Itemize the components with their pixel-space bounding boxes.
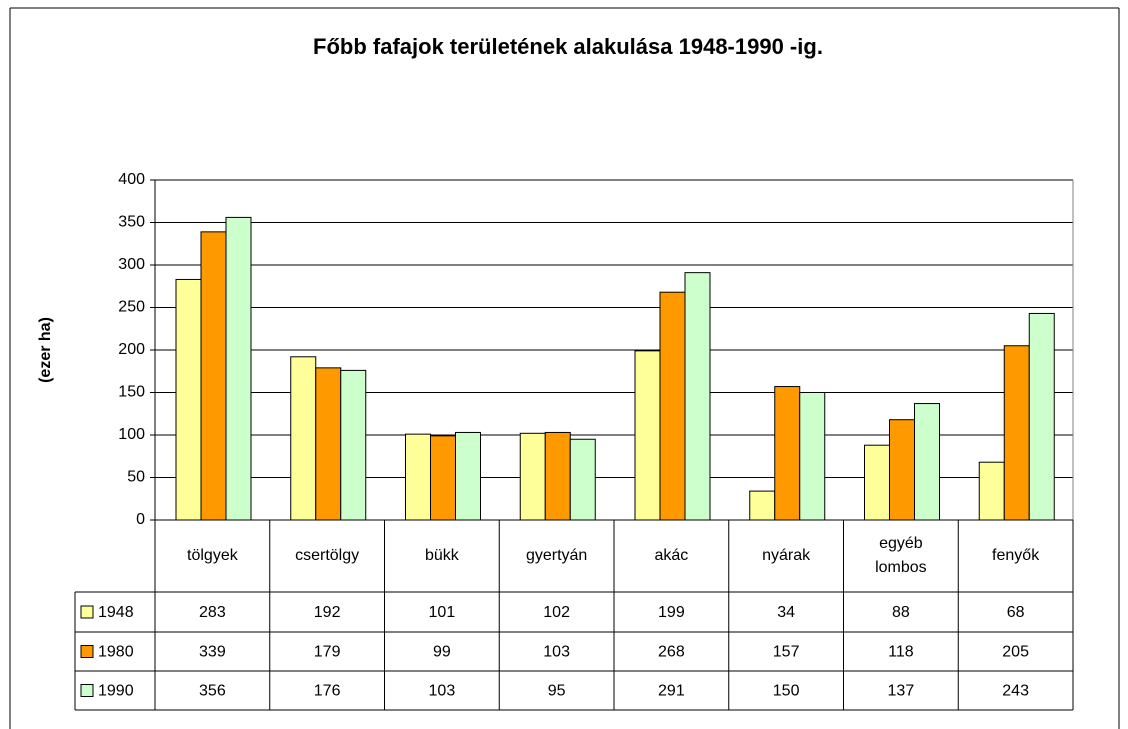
- table-value: 268: [658, 644, 685, 661]
- bar: [749, 490, 776, 521]
- y-tick-label: 0: [136, 511, 145, 528]
- y-tick-label: 250: [118, 299, 145, 316]
- legend-key: [80, 684, 94, 697]
- y-tick-label: 50: [127, 469, 145, 486]
- x-tick-label: egyéb lombos: [844, 520, 959, 592]
- table-value: 291: [658, 683, 685, 700]
- table-value: 103: [543, 644, 570, 661]
- x-tick-label: csertölgy: [270, 520, 385, 592]
- bar: [430, 435, 456, 521]
- category-cell: gyertyán: [499, 520, 614, 592]
- table-value: 150: [773, 683, 800, 700]
- bar: [684, 272, 711, 521]
- bar: [864, 444, 890, 521]
- category-cell: bükk: [385, 520, 500, 592]
- table-value: 356: [199, 683, 226, 700]
- table-value: 137: [888, 683, 915, 700]
- bar: [774, 386, 801, 521]
- category-cell: tölgyek: [155, 520, 270, 592]
- category-cell: egyéb lombos: [844, 520, 959, 592]
- x-tick-text: csertölgy: [295, 547, 360, 564]
- table-value: 99: [433, 644, 451, 661]
- category-cell: nyárak: [729, 520, 844, 592]
- x-tick-label: gyertyán: [499, 520, 614, 592]
- table-value: 283: [199, 604, 226, 621]
- y-tick-label: 150: [118, 384, 145, 401]
- table-value: 34: [777, 604, 795, 621]
- x-tick-label: akác: [614, 520, 729, 592]
- table-value: 176: [314, 683, 341, 700]
- bar: [569, 438, 596, 521]
- legend-label: 1948: [98, 604, 134, 621]
- bar: [659, 291, 686, 521]
- y-tick-label: 100: [118, 426, 145, 443]
- x-tick-label: bükk: [385, 520, 500, 592]
- bar: [290, 356, 317, 521]
- x-tick-text: tölgyek: [187, 547, 238, 564]
- table-value: 118: [888, 644, 914, 661]
- x-tick-text: akác: [654, 547, 689, 564]
- table-value: 102: [543, 604, 570, 621]
- table-value: 68: [1007, 604, 1025, 621]
- bar: [200, 231, 227, 521]
- bar: [340, 369, 367, 521]
- table-value: 157: [773, 644, 800, 661]
- category-cell: fenyők: [958, 520, 1073, 592]
- table-value: 88: [892, 604, 910, 621]
- y-tick-label: 350: [118, 214, 145, 231]
- x-tick-text: bükk: [424, 547, 459, 564]
- bar: [799, 392, 826, 521]
- table-value: 192: [314, 604, 341, 621]
- bar: [978, 461, 1005, 521]
- legend-key: [80, 605, 94, 619]
- bar: [634, 350, 661, 521]
- bar: [455, 431, 481, 521]
- bar: [519, 432, 546, 521]
- legend-label: 1990: [98, 683, 134, 700]
- x-tick-text: egyéb lombos: [875, 535, 927, 576]
- y-tick-label: 200: [118, 341, 145, 358]
- table-value: 339: [199, 644, 226, 661]
- bar: [544, 431, 571, 521]
- bar: [914, 403, 940, 521]
- x-tick-text: fenyők: [992, 547, 1040, 564]
- bar: [175, 278, 202, 521]
- table-value: 95: [548, 683, 566, 700]
- table-value: 103: [429, 683, 456, 700]
- bar: [405, 433, 431, 521]
- x-tick-label: fenyők: [958, 520, 1073, 592]
- bar: [315, 367, 342, 521]
- x-tick-label: nyárak: [729, 520, 844, 592]
- bar: [225, 216, 252, 521]
- legend-key: [80, 645, 94, 658]
- bar: [889, 419, 915, 521]
- table-value: 243: [1002, 683, 1029, 700]
- category-cell: csertölgy: [270, 520, 385, 592]
- y-axis-label: (ezer ha): [37, 317, 54, 383]
- chart-title: Főbb fafajok területének alakulása 1948-…: [313, 34, 823, 59]
- legend-label: 1980: [98, 644, 134, 661]
- x-tick-text: nyárak: [762, 547, 811, 564]
- table-value: 179: [314, 644, 341, 661]
- x-tick-text: gyertyán: [525, 547, 588, 564]
- bar: [1028, 312, 1055, 521]
- x-tick-label: tölgyek: [155, 520, 270, 592]
- table-value: 199: [658, 604, 685, 621]
- bar: [1003, 345, 1030, 521]
- y-tick-label: 400: [118, 171, 145, 188]
- table-value: 101: [429, 604, 456, 621]
- table-value: 205: [1002, 644, 1029, 661]
- category-cell: akác: [614, 520, 729, 592]
- y-tick-label: 300: [118, 256, 145, 273]
